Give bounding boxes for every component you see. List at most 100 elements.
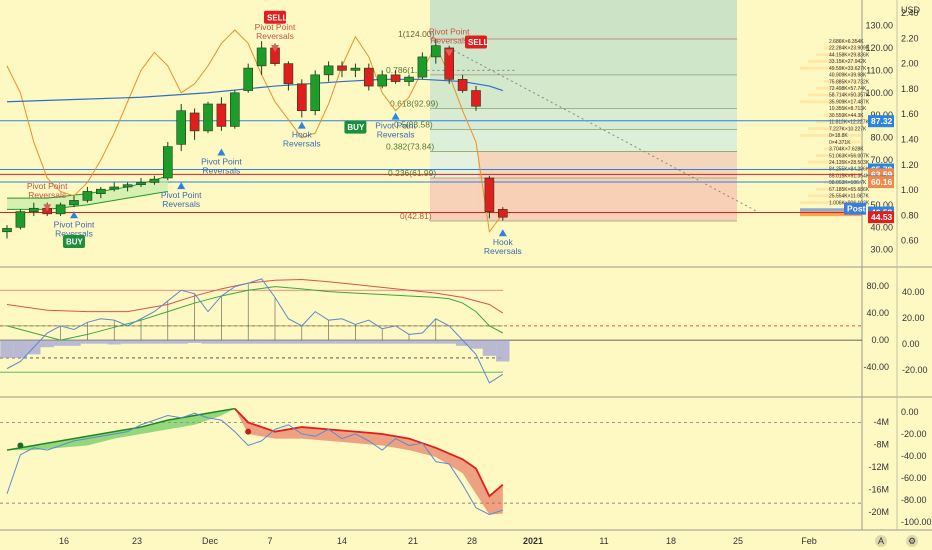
histogram-bar [268,340,282,344]
candle-body [256,47,267,67]
oscillator-secondary-label: 20.00 [902,313,925,323]
candle-body [283,63,294,85]
candle-body [457,79,468,91]
grid-lines [0,0,932,531]
price-axis-label: 50.00 [870,200,893,210]
histogram-bar [254,340,269,344]
volume-profile-label: 25.554K×11.987K [829,194,869,200]
volume-profile-label: 22.284K×23.909K [829,46,870,52]
blue-up-triangle [391,112,400,120]
blue-up-triangle [498,229,507,237]
histogram-bar [375,340,389,344]
histogram-bar [94,340,108,344]
volume-profile-bar [808,93,862,97]
oscillator-panel: 80.00 40.00 0.00 -40.00 40.00 20.00 0.00 -20.00 [0,278,928,384]
secondary-axis-label: 2.00 [901,59,919,69]
flow-secondary-label: -100.00 [901,517,932,527]
volume-profile-label: 51.063K×56.007K [829,153,870,159]
histogram-bar [388,340,403,344]
candle-body [136,182,146,186]
pivot-blue-label: Pivot Point Reversals [375,121,416,140]
histogram-bar [120,340,135,344]
horizontal-levels [0,120,862,214]
auto-scale-button[interactable] [875,535,887,547]
candle-body [69,200,79,206]
volume-profile-bar [824,80,862,83]
candle-body [243,67,253,91]
fib-levels: 1(124.00) 0.786(1...) 0.618(92.99) 0.5(83.5… [386,29,737,222]
histogram-bar [281,340,296,344]
post-band [800,211,862,217]
post-band-blue [800,208,862,212]
volume-profile-bar [808,194,862,198]
oscillator-green-line [6,286,504,341]
histogram-bar [496,340,510,362]
price-axis-label: 130.00 [865,21,893,31]
price-axis-label: 90.00 [870,110,893,120]
settings-button[interactable] [906,535,918,547]
volume-profile-bar [816,86,862,90]
candle-body [55,204,66,215]
histogram-bar [13,340,28,358]
volume-profile-label: 10.355K×8.713K [829,106,867,112]
volume-profile-label: 44.158K×29.836K [829,52,870,58]
blue-up-triangle [70,211,78,219]
price-axis-label: 80.00 [870,133,893,143]
volume-profile-bar [824,46,862,50]
oscillator-axis-label: 40.00 [866,308,889,318]
flow-marker [17,442,24,449]
candle-body [189,112,200,132]
price-axis-label: 100.00 [865,88,893,98]
pivot-blue-label: Pivot Point Reversals [54,219,95,238]
time-axis-label: 2021 [523,536,543,546]
flow-secondary-label: -80.00 [901,495,927,505]
histogram-bar [402,340,416,344]
candle-body [109,186,119,190]
secondary-axis-label: 1.80 [901,84,919,94]
histogram-bar [80,340,95,344]
histogram-bar [174,340,188,344]
fib-level-label: 0.236(61.99) [388,168,436,178]
price-tag-label: 63.59 [871,169,893,179]
price-tag [868,115,894,128]
candle-body [310,74,321,112]
time-axis-label: 23 [132,536,142,546]
flow-axis-label: -4M [874,417,890,427]
secondary-axis-label: 1.00 [901,185,919,195]
flow-secondary-label: 0.00 [901,407,919,417]
candle-body [15,211,26,228]
candle-body [28,207,39,212]
candle-body [471,90,481,107]
flow-axis-label: -12M [868,462,889,472]
volume-profile-label: 40.909K×39.98K [829,73,867,79]
sell-badge-label: SELL [468,38,489,47]
price-tag-label: 60.16 [871,177,893,187]
histogram-bar [295,340,309,344]
candle-body [417,56,428,78]
oscillator-axis-label: 80.00 [866,281,889,291]
volume-profile-bar [816,120,862,124]
candle-body [497,209,508,218]
settings-area[interactable]: A ⚙ [875,535,918,547]
histogram-bar [455,340,470,346]
oscillator-axis-label: -40.00 [863,362,889,372]
flow-axis-label: -20M [868,507,889,517]
candle-body [337,65,347,71]
flow-upper-red [234,407,504,498]
candle-body [230,92,240,127]
price-axis-label: 70.00 [870,155,893,165]
candle-body [96,188,106,194]
candle-body [377,74,388,87]
price-tag [868,176,894,189]
time-axis-label: 7 [267,536,272,546]
pivot-red-label: Pivot Point Reversals [255,22,296,41]
post-tag [844,202,866,215]
volume-profile-label: 3.704K×7.628K [829,147,864,153]
histogram-bar [308,340,322,344]
histogram-bar [415,340,430,344]
volume-profile-label: 11.812K×12.227K [829,120,869,126]
volume-profile-bar [816,187,862,191]
price-tag-label: 87.32 [871,116,893,126]
gear-icon: ⚙ [908,536,916,546]
